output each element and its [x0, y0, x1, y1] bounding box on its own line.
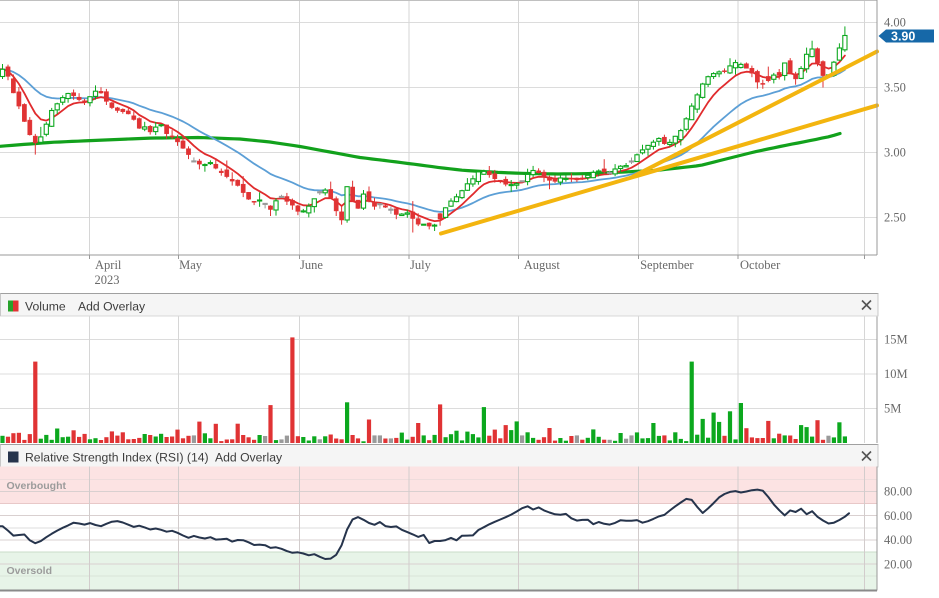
svg-text:4.00: 4.00 [884, 16, 906, 30]
svg-text:40.00: 40.00 [884, 533, 912, 547]
svg-text:Add Overlay: Add Overlay [215, 451, 283, 465]
svg-text:15M: 15M [884, 333, 908, 347]
svg-text:5M: 5M [884, 402, 901, 416]
svg-text:July: July [410, 258, 432, 272]
svg-text:2023: 2023 [95, 273, 120, 287]
svg-text:Volume: Volume [25, 300, 66, 314]
svg-text:June: June [300, 258, 323, 272]
svg-text:20.00: 20.00 [884, 557, 912, 571]
svg-text:3.00: 3.00 [884, 146, 906, 160]
svg-text:2.50: 2.50 [884, 211, 906, 225]
svg-text:October: October [740, 258, 781, 272]
svg-text:3.50: 3.50 [884, 81, 906, 95]
svg-text:10M: 10M [884, 367, 908, 381]
svg-text:September: September [640, 258, 694, 272]
svg-text:August: August [524, 258, 561, 272]
svg-text:April: April [95, 258, 122, 272]
svg-text:80.00: 80.00 [884, 485, 912, 499]
svg-text:Overbought: Overbought [7, 480, 67, 492]
svg-text:60.00: 60.00 [884, 509, 912, 523]
svg-text:Oversold: Oversold [7, 565, 53, 577]
svg-text:Add Overlay: Add Overlay [78, 300, 146, 314]
svg-text:3.90: 3.90 [891, 30, 915, 44]
svg-text:May: May [179, 258, 203, 272]
svg-text:Relative Strength Index (RSI): Relative Strength Index (RSI) (14) [25, 451, 209, 465]
